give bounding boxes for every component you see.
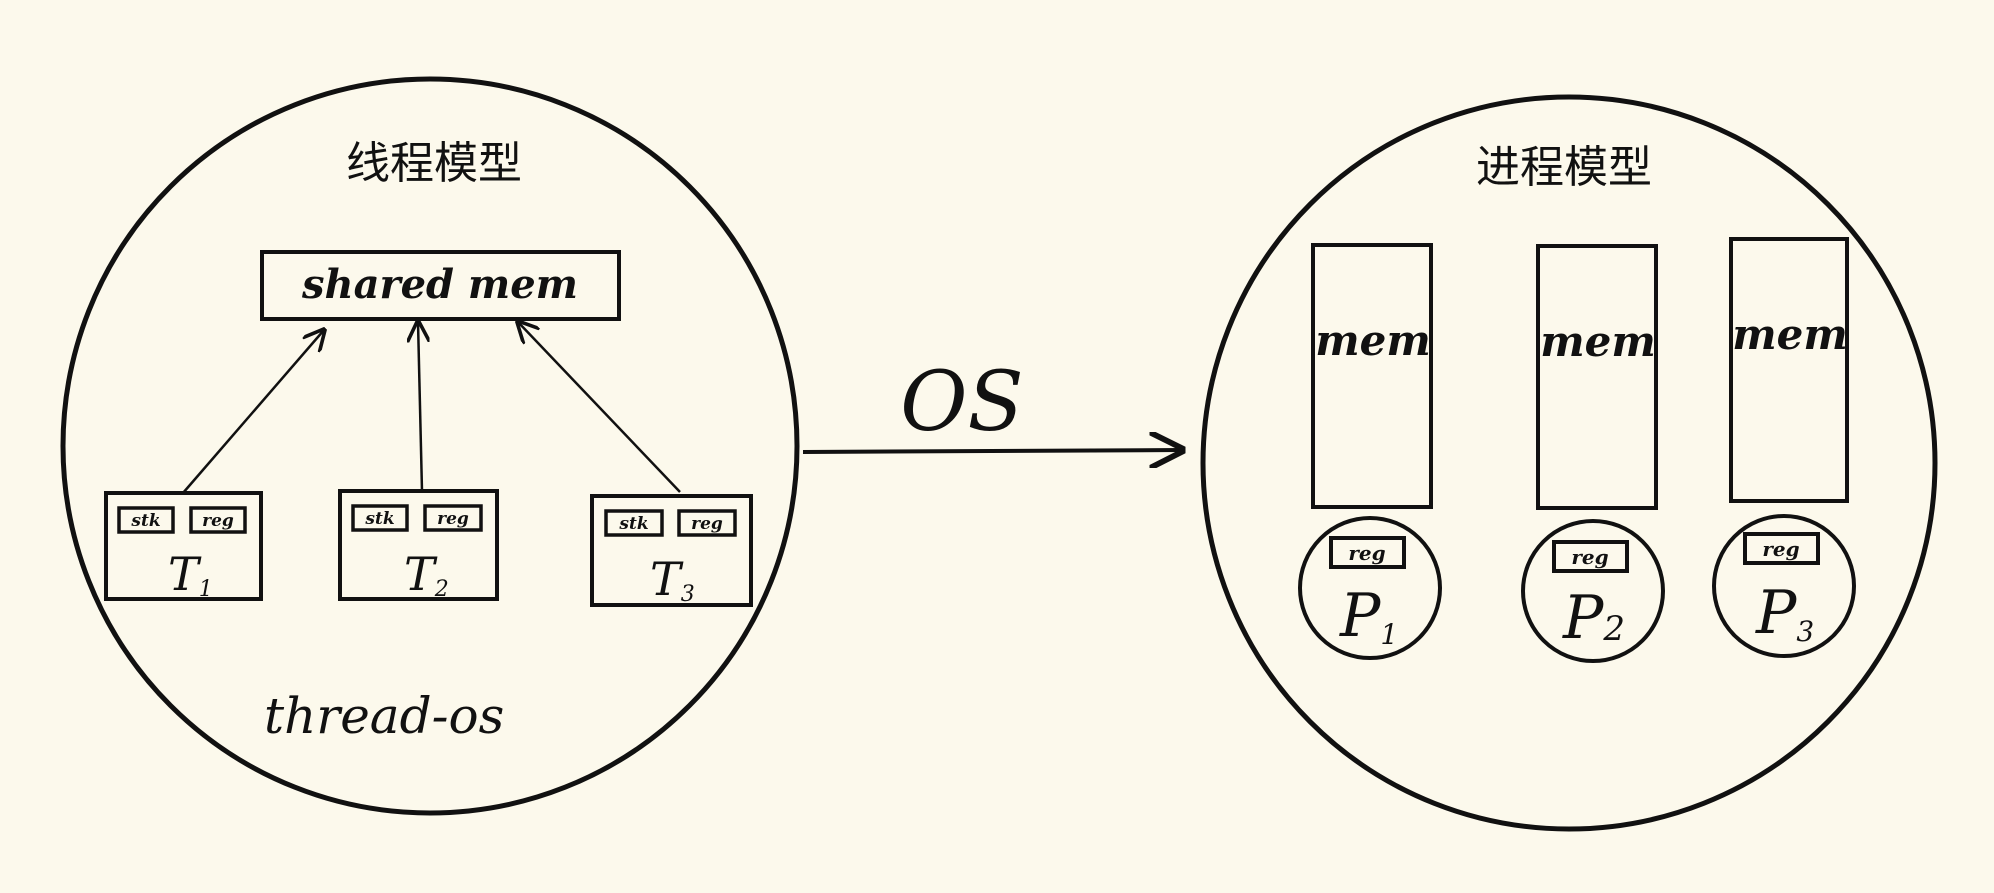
reg-box xyxy=(1743,532,1820,565)
mem-box xyxy=(1536,244,1658,510)
reg-label: reg xyxy=(202,511,234,531)
thread-box: stk reg T1 xyxy=(104,491,263,602)
reg-box xyxy=(677,509,737,537)
process: mem reg P2 xyxy=(1521,244,1665,663)
thread-name: T1 xyxy=(168,547,213,602)
stk-label: stk xyxy=(618,514,648,534)
reg-box xyxy=(1552,540,1629,573)
stk-label: stk xyxy=(130,511,160,531)
thread-box: stk reg T2 xyxy=(338,489,499,602)
os-transition: OS xyxy=(802,355,1182,452)
stk-box xyxy=(604,509,664,537)
mem-label: mem xyxy=(1315,316,1431,365)
process-circle xyxy=(1298,516,1442,660)
thread-model: 线程模型 shared mem stk reg T1 stk reg T2 xyxy=(60,76,800,816)
thread-model-circle xyxy=(60,76,800,816)
reg-label: reg xyxy=(1762,537,1799,561)
mem-box xyxy=(1729,237,1849,503)
reg-label: reg xyxy=(437,509,469,529)
reg-label: reg xyxy=(691,514,723,534)
process-name: P3 xyxy=(1755,578,1814,648)
thread-box: stk reg T3 xyxy=(590,494,753,607)
mem-label: mem xyxy=(1540,317,1656,366)
process-model-title: 进程模型 xyxy=(1476,142,1652,193)
mem-label: mem xyxy=(1732,310,1848,359)
os-label: OS xyxy=(900,355,1023,450)
thread-1-arrow xyxy=(182,330,324,494)
reg-label: reg xyxy=(1348,541,1385,565)
reg-box xyxy=(189,506,247,534)
thread-os-label: thread-os xyxy=(264,687,504,745)
process: mem reg P1 xyxy=(1298,243,1442,660)
process-model: 进程模型 mem reg P1 mem reg P2 mem reg P3 xyxy=(1200,94,1938,832)
process-circle xyxy=(1521,519,1665,663)
process-name: P1 xyxy=(1339,581,1398,651)
stk-label: stk xyxy=(364,509,394,529)
stk-box xyxy=(117,506,175,534)
shared-mem-label: shared mem xyxy=(301,261,578,308)
os-arrow xyxy=(802,450,1182,452)
reg-box xyxy=(423,504,483,532)
process-model-circle xyxy=(1200,94,1938,832)
process-name: P2 xyxy=(1562,583,1625,653)
thread-name: T3 xyxy=(650,552,695,607)
thread-name: T2 xyxy=(404,547,449,602)
shared-mem-box xyxy=(260,250,621,321)
reg-label: reg xyxy=(1571,545,1608,569)
mem-box xyxy=(1311,243,1433,509)
stk-box xyxy=(351,504,409,532)
reg-box xyxy=(1329,536,1406,569)
thread-3-arrow xyxy=(518,322,681,493)
process: mem reg P3 xyxy=(1712,237,1856,658)
thread-model-title: 线程模型 xyxy=(346,138,522,189)
process-circle xyxy=(1712,514,1856,658)
thread-2-arrow xyxy=(418,322,422,492)
